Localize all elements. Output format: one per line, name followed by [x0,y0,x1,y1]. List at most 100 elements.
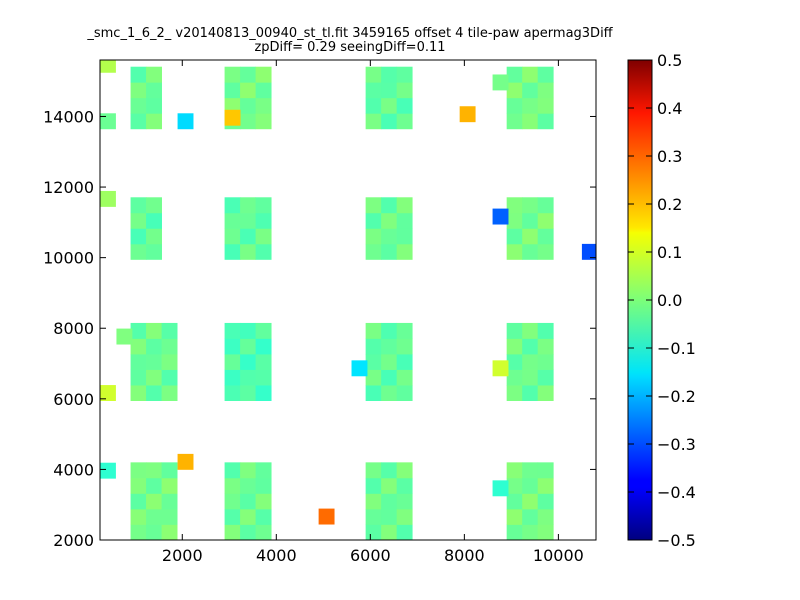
heatmap-cell [146,338,162,355]
heatmap-cell [255,493,272,510]
heatmap-cell [318,508,335,525]
heatmap-cell [146,354,162,370]
colorbar-ticks: 0.5 0.4 0.3 0.2 0.1 0.0 −0.1 −0.2 −0.3 −0.4 −0.5 [628,51,696,550]
heatmap-cell [224,243,241,260]
heatmap-cell [240,508,257,525]
heatmap-cell [255,212,272,229]
colorbar-tick-label: 0.4 [657,99,682,118]
heatmap-cell [255,508,272,525]
heatmap-cell [240,322,257,339]
heatmap-cell [492,360,509,377]
heatmap-cell [161,524,178,541]
heatmap-cell [224,82,241,99]
heatmap-cell [537,524,554,541]
heatmap-cell [506,338,523,355]
heatmap-cell [537,113,554,130]
heatmap-cell [161,493,178,510]
heatmap-cell [537,322,554,339]
heatmap-cell [240,524,257,541]
heatmap-cell [522,66,539,83]
heatmap-cell [537,212,554,229]
heatmap-cell [381,524,398,541]
heatmap-cell [506,493,523,510]
heatmap-cell [130,385,147,401]
heatmap-cell [146,228,162,245]
y-tick-label: 8000 [53,319,94,338]
heatmap-cell [396,212,413,229]
heatmap-cell [396,338,413,355]
heatmap-cell [255,477,272,494]
heatmap-cell [146,477,162,494]
heatmap-cell [381,493,398,510]
heatmap-cell [381,508,398,525]
heatmap-cell [161,354,178,370]
heatmap-cell [240,82,257,99]
heatmap-cell [492,208,509,225]
heatmap-cell [459,106,476,123]
heatmap-cell [381,97,398,114]
heatmap-cell [224,338,241,355]
heatmap-cell [351,360,368,377]
heatmap-cell [522,354,539,370]
heatmap-cell [255,354,272,370]
heatmap-cell [240,369,257,386]
colorbar-tick-label: −0.1 [657,339,696,358]
heatmap-cell [522,197,539,214]
heatmap-cell [224,369,241,386]
heatmap-cell [506,243,523,260]
colorbar-tick-label: 0.0 [657,291,682,310]
heatmap-cell [255,113,272,130]
heatmap-cell [537,369,554,386]
heatmap-cell [146,82,162,99]
heatmap-cell [161,385,178,401]
heatmap-cell [224,462,241,479]
heatmap-cell [522,322,539,339]
heatmap-cell [537,243,554,260]
heatmap-cell [240,493,257,510]
heatmap-cell [365,322,382,339]
heatmap-cells [100,60,597,541]
heatmap-cell [396,508,413,525]
heatmap-cell [146,369,162,386]
heatmap-cell [177,453,194,470]
heatmap-cell [146,113,162,130]
heatmap-cell [522,228,539,245]
heatmap-cell [381,338,398,355]
heatmap-cell [381,462,398,479]
y-tick-label: 6000 [53,390,94,409]
heatmap-cell [365,243,382,260]
heatmap-cell [365,82,382,99]
heatmap-cell [522,462,539,479]
heatmap-cell [506,66,523,83]
heatmap-cell [506,524,523,541]
heatmap-cell [537,462,554,479]
heatmap-cell [506,385,523,401]
heatmap-cell [100,462,116,479]
heatmap-cell [130,369,147,386]
heatmap-cell [506,212,523,229]
heatmap-cell [396,477,413,494]
heatmap-cell [146,66,162,83]
heatmap-cell [537,385,554,401]
heatmap-cell [522,493,539,510]
heatmap-cell [365,524,382,541]
heatmap-cell [522,113,539,130]
heatmap-cell [130,197,147,214]
heatmap-cell [396,369,413,386]
heatmap-cell [146,493,162,510]
plot-frame [99,59,597,541]
heatmap-cell [522,82,539,99]
heatmap-cell [130,493,147,510]
heatmap-cell [116,328,133,345]
heatmap-cell [240,228,257,245]
heatmap-cell [240,243,257,260]
heatmap-cell [224,322,241,339]
heatmap-cell [522,477,539,494]
heatmap-cell [255,462,272,479]
heatmap-cell [146,322,162,339]
heatmap-cell [522,508,539,525]
heatmap-cell [365,354,382,370]
heatmap-cell [522,212,539,229]
heatmap-cell [240,197,257,214]
heatmap-cell [506,462,523,479]
